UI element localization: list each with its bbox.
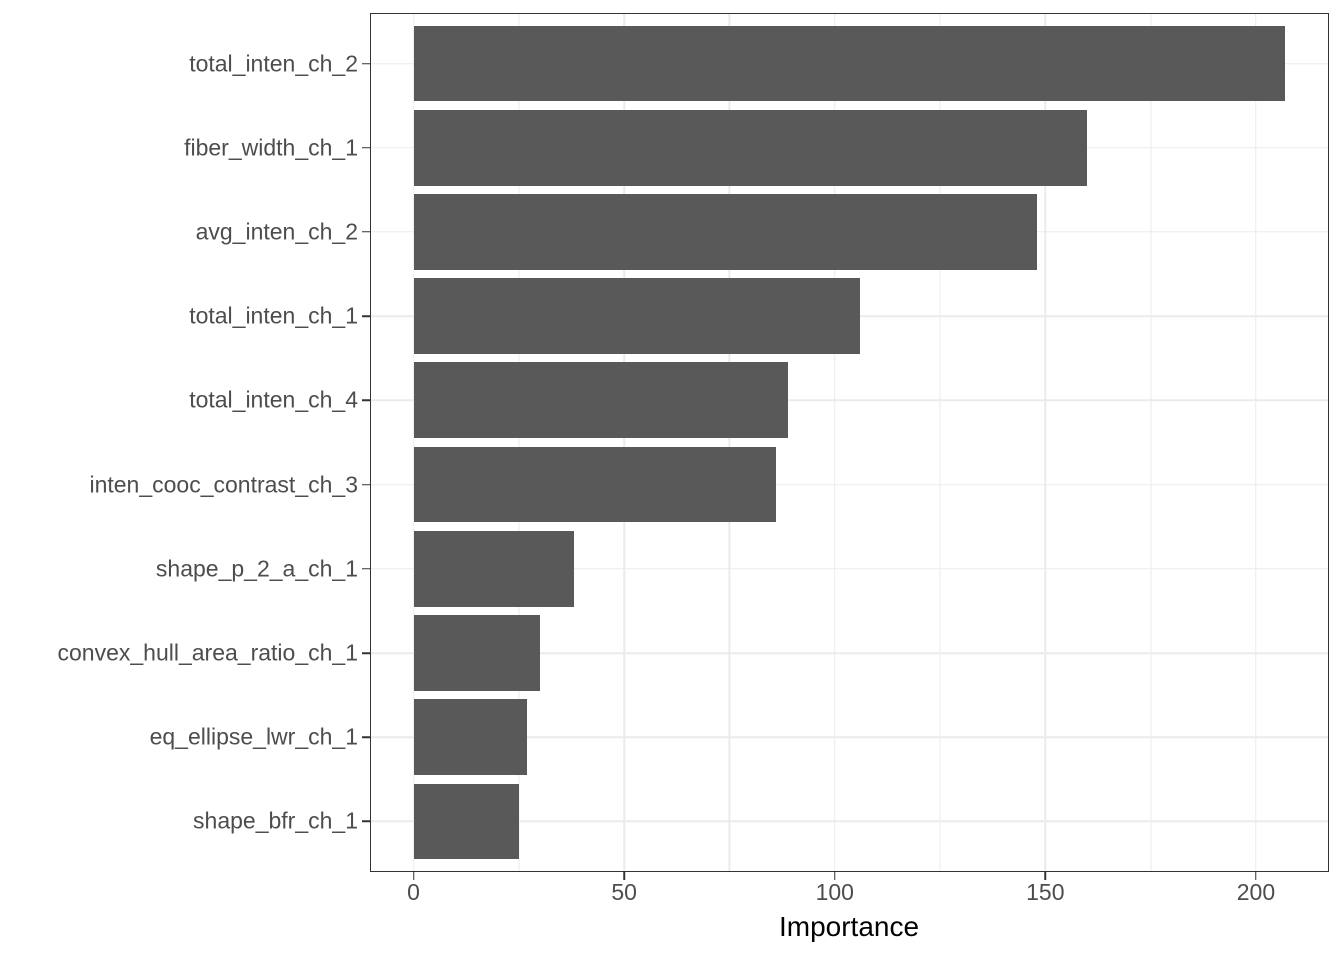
y-axis-tick <box>362 736 370 738</box>
y-axis-label: total_inten_ch_4 <box>189 386 358 413</box>
x-axis-tick <box>1044 872 1047 880</box>
y-axis-tick <box>362 652 370 654</box>
bar <box>413 530 574 607</box>
x-gridline-minor <box>939 13 941 872</box>
bar <box>413 194 1037 270</box>
y-axis-tick <box>362 568 370 570</box>
y-gridline-major <box>370 399 1329 402</box>
x-axis-tick-label: 0 <box>407 879 420 905</box>
y-axis-tick <box>362 146 370 149</box>
y-axis-label: fiber_width_ch_1 <box>184 134 358 161</box>
y-gridline-major <box>370 568 1329 570</box>
y-axis-tick <box>362 483 370 486</box>
x-gridline-minor <box>1150 13 1152 872</box>
y-axis-label: shape_bfr_ch_1 <box>193 807 358 834</box>
y-axis-label: total_inten_ch_2 <box>189 50 358 77</box>
y-axis-label: eq_ellipse_lwr_ch_1 <box>149 723 358 750</box>
x-axis-title: Importance <box>778 911 920 942</box>
y-axis-label: total_inten_ch_1 <box>189 302 358 329</box>
x-gridline-major <box>623 13 625 872</box>
x-axis-tick <box>412 872 415 880</box>
y-axis-tick <box>362 820 370 823</box>
x-gridline-major <box>1044 13 1047 872</box>
y-axis-label: convex_hull_area_ratio_ch_1 <box>57 639 359 666</box>
y-axis-tick <box>362 231 370 233</box>
y-axis-tick <box>362 62 370 65</box>
y-gridline-major <box>370 820 1329 823</box>
bar <box>413 615 540 691</box>
bar <box>413 362 789 439</box>
x-axis-tick-label: 100 <box>815 879 854 905</box>
y-axis-tick <box>362 315 370 317</box>
y-gridline-major <box>370 736 1329 738</box>
y-gridline-major <box>370 483 1329 486</box>
x-axis-tick-label: 150 <box>1026 879 1065 905</box>
x-axis-tick-label: 50 <box>611 879 637 905</box>
x-gridline-minor <box>728 13 730 872</box>
bar <box>413 25 1286 102</box>
bar <box>413 109 1088 186</box>
y-axis-label: avg_inten_ch_2 <box>195 218 358 245</box>
bar <box>413 446 776 523</box>
y-axis-tick <box>362 399 370 402</box>
x-axis-tick <box>1255 872 1257 880</box>
bar <box>413 278 861 355</box>
x-gridline-major <box>834 13 836 872</box>
bar <box>413 699 528 776</box>
y-gridline-major <box>370 652 1329 654</box>
x-gridline-minor <box>518 13 520 872</box>
y-axis-label: shape_p_2_a_ch_1 <box>155 555 358 582</box>
bar <box>413 783 519 860</box>
x-gridline-major <box>1255 13 1257 872</box>
x-axis-tick <box>834 872 836 880</box>
x-axis-tick <box>623 872 625 880</box>
x-axis-tick-label: 200 <box>1236 879 1276 905</box>
x-gridline-major <box>412 13 415 872</box>
plot-panel <box>370 13 1329 872</box>
y-axis-label: inten_cooc_contrast_ch_3 <box>89 471 358 498</box>
